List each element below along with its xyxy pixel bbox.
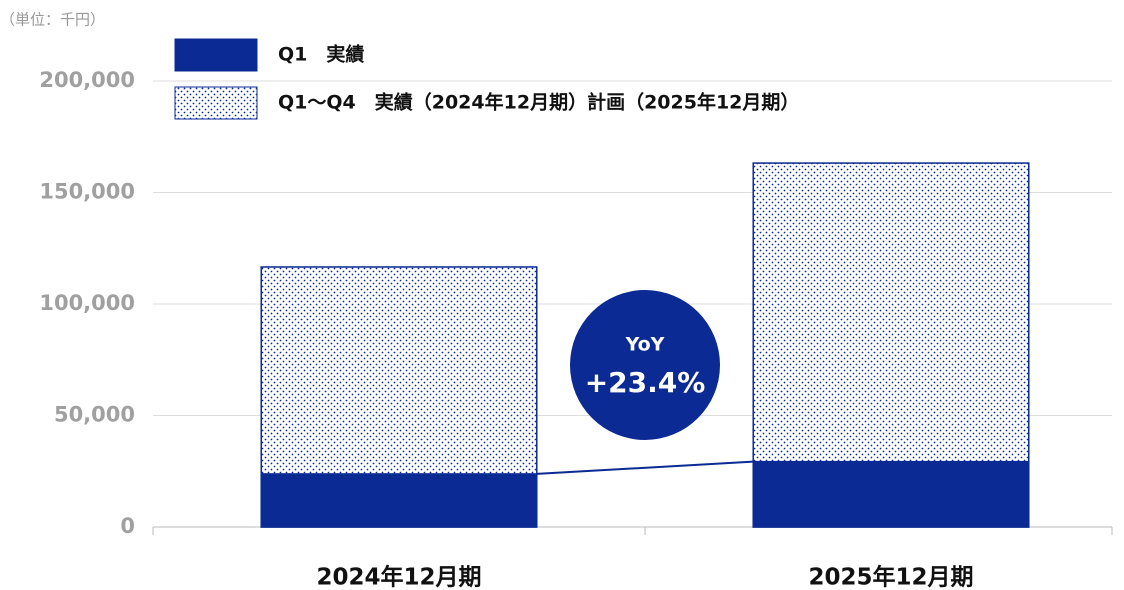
x-tick-label: 2024年12月期 — [316, 564, 481, 590]
x-tick-label: 2025年12月期 — [808, 564, 973, 590]
legend-swatch — [174, 38, 258, 72]
unit-label: （単位：千円） — [0, 11, 105, 29]
yoy-title: YoY — [625, 334, 665, 356]
y-tick-label: 200,000 — [39, 68, 135, 92]
legend-swatch — [174, 86, 258, 120]
y-tick-label: 50,000 — [54, 403, 135, 427]
y-tick-label: 150,000 — [39, 180, 135, 204]
legend-label: Q1 実績 — [278, 43, 364, 66]
connector — [536, 460, 754, 475]
yoy-value: +23.4% — [585, 366, 706, 399]
y-tick-label: 0 — [120, 514, 135, 538]
y-tick-label: 100,000 — [39, 291, 135, 315]
bar — [260, 473, 538, 528]
bar — [752, 460, 1030, 528]
legend-label: Q1〜Q4 実績（2024年12月期）計画（2025年12月期） — [278, 91, 799, 114]
yoy-badge — [570, 290, 720, 440]
